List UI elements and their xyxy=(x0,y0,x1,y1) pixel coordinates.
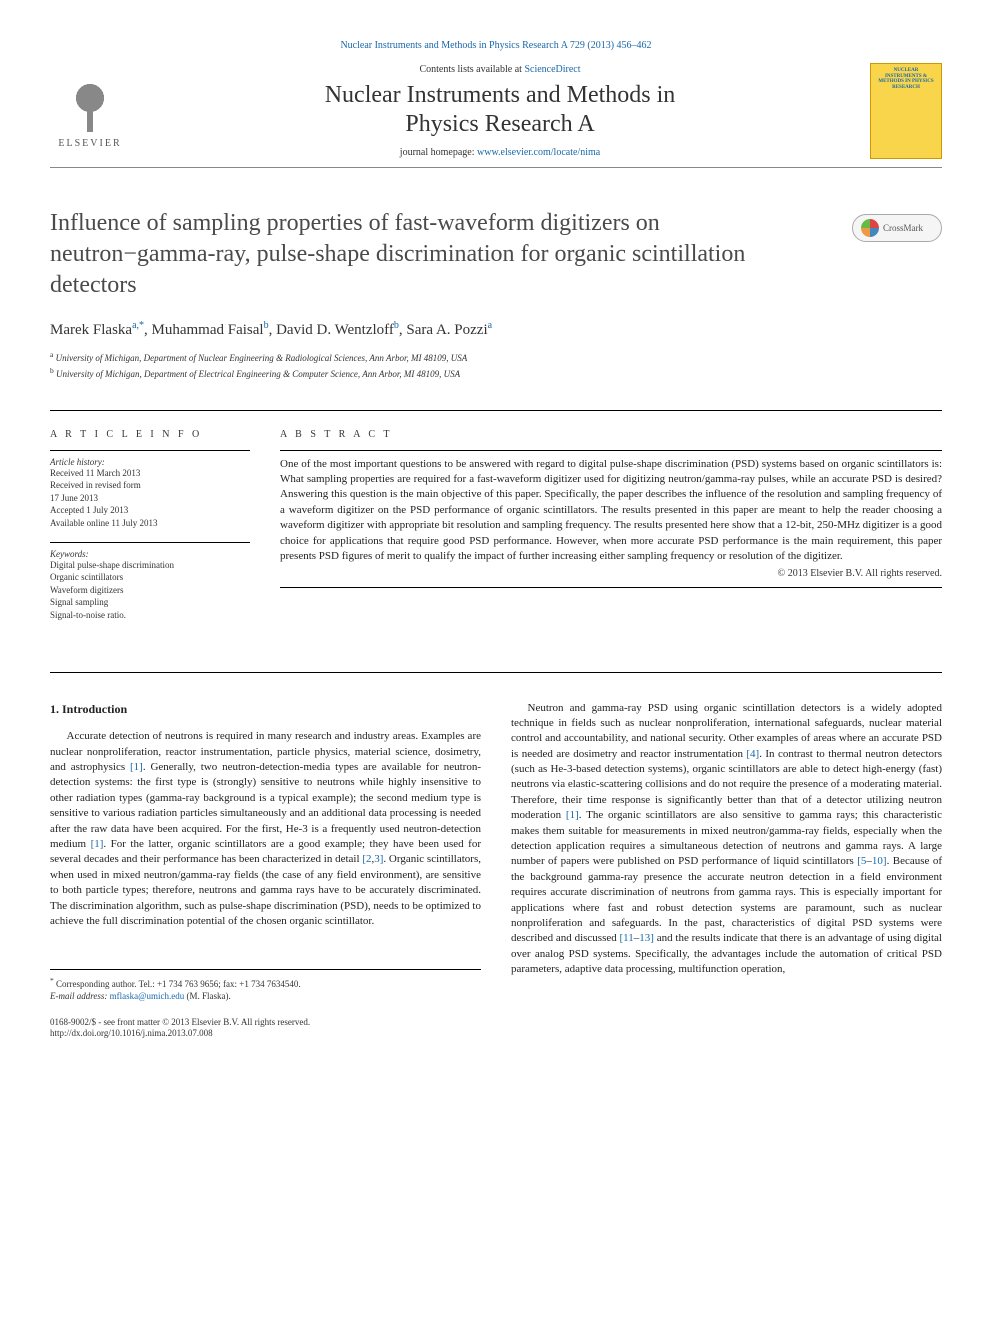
crossmark-label: CrossMark xyxy=(883,223,923,233)
article-info-block: A R T I C L E I N F O Article history: R… xyxy=(50,429,250,622)
contents-list-line: Contents lists available at ScienceDirec… xyxy=(130,64,870,75)
email-suffix: (M. Flaska). xyxy=(184,991,231,1001)
keyword-1: Digital pulse-shape discrimination xyxy=(50,559,250,572)
keyword-2: Organic scintillators xyxy=(50,571,250,584)
received-date: Received 11 March 2013 xyxy=(50,467,250,480)
journal-title-line2: Physics Research A xyxy=(405,111,594,137)
ref-4[interactable]: [4] xyxy=(746,748,759,760)
section-1-heading: 1. Introduction xyxy=(50,701,481,718)
author-1: Marek Flaska xyxy=(50,322,132,338)
abstract-heading: A B S T R A C T xyxy=(280,429,942,440)
affiliations: a University of Michigan, Department of … xyxy=(50,349,942,382)
journal-cover-thumbnail[interactable]: NUCLEAR INSTRUMENTS & METHODS IN PHYSICS… xyxy=(870,63,942,159)
ref-1[interactable]: [1] xyxy=(130,761,143,773)
ref-2[interactable]: [2 xyxy=(362,853,371,865)
abstract-text: One of the most important questions to b… xyxy=(280,457,942,565)
author-3: , David D. Wentzloff xyxy=(269,322,394,338)
ref-5[interactable]: [5 xyxy=(857,855,866,867)
ref-11[interactable]: [11 xyxy=(620,932,634,944)
header-citation[interactable]: Nuclear Instruments and Methods in Physi… xyxy=(50,40,942,51)
p1-text-b: . Generally, two neutron-detection-media… xyxy=(50,761,481,850)
affiliation-b-text: University of Michigan, Department of El… xyxy=(56,369,460,379)
author-4-aff[interactable]: a xyxy=(488,320,492,331)
revised-date-1: Received in revised form xyxy=(50,479,250,492)
left-column: 1. Introduction Accurate detection of ne… xyxy=(50,701,481,1041)
crossmark-icon xyxy=(861,219,879,237)
affiliation-b: b University of Michigan, Department of … xyxy=(50,365,942,382)
body-columns: 1. Introduction Accurate detection of ne… xyxy=(50,672,942,1041)
corresponding-author-note: * Corresponding author. Tel.: +1 734 763… xyxy=(50,976,481,991)
journal-title-line1: Nuclear Instruments and Methods in xyxy=(325,82,676,108)
ref-13[interactable]: 13] xyxy=(639,932,654,944)
intro-paragraph-2: Neutron and gamma-ray PSD using organic … xyxy=(511,701,942,978)
author-list: Marek Flaskaa,*, Muhammad Faisalb, David… xyxy=(50,320,942,339)
issn-line: 0168-9002/$ - see front matter © 2013 El… xyxy=(50,1017,481,1029)
homepage-line: journal homepage: www.elsevier.com/locat… xyxy=(130,147,870,158)
elsevier-tree-icon xyxy=(60,74,120,134)
article-title: Influence of sampling properties of fast… xyxy=(50,208,942,302)
elsevier-logo[interactable]: ELSEVIER xyxy=(50,66,130,156)
right-column: Neutron and gamma-ray PSD using organic … xyxy=(511,701,942,1041)
online-date: Available online 11 July 2013 xyxy=(50,517,250,530)
accepted-date: Accepted 1 July 2013 xyxy=(50,504,250,517)
divider xyxy=(280,587,942,588)
divider xyxy=(50,542,250,543)
revised-date-2: 17 June 2013 xyxy=(50,492,250,505)
corr-text: Corresponding author. Tel.: +1 734 763 9… xyxy=(56,979,301,989)
ref-1b[interactable]: [1] xyxy=(91,838,104,850)
homepage-link[interactable]: www.elsevier.com/locate/nima xyxy=(477,147,600,158)
intro-paragraph-1: Accurate detection of neutrons is requir… xyxy=(50,729,481,929)
affiliation-a-text: University of Michigan, Department of Nu… xyxy=(56,353,468,363)
keyword-4: Signal sampling xyxy=(50,596,250,609)
contents-prefix: Contents lists available at xyxy=(419,64,524,75)
ref-1c[interactable]: [1] xyxy=(566,809,579,821)
author-4: , Sara A. Pozzi xyxy=(399,322,488,338)
journal-banner: ELSEVIER Contents lists available at Sci… xyxy=(50,63,942,168)
article-info-heading: A R T I C L E I N F O xyxy=(50,429,250,440)
sciencedirect-link[interactable]: ScienceDirect xyxy=(524,64,580,75)
abstract-block: A B S T R A C T One of the most importan… xyxy=(280,429,942,622)
homepage-prefix: journal homepage: xyxy=(400,147,477,158)
ref-10[interactable]: 10] xyxy=(872,855,887,867)
email-link[interactable]: mflaska@umich.edu xyxy=(110,991,185,1001)
doi-line[interactable]: http://dx.doi.org/10.1016/j.nima.2013.07… xyxy=(50,1028,481,1040)
abstract-copyright: © 2013 Elsevier B.V. All rights reserved… xyxy=(280,568,942,579)
keywords-label: Keywords: xyxy=(50,549,250,559)
journal-title: Nuclear Instruments and Methods in Physi… xyxy=(130,81,870,139)
history-label: Article history: xyxy=(50,457,250,467)
email-line: E-mail address: mflaska@umich.edu (M. Fl… xyxy=(50,991,481,1003)
crossmark-badge[interactable]: CrossMark xyxy=(852,214,942,242)
elsevier-label: ELSEVIER xyxy=(58,138,121,149)
cover-text: NUCLEAR INSTRUMENTS & METHODS IN PHYSICS… xyxy=(875,68,937,90)
email-label: E-mail address: xyxy=(50,991,110,1001)
author-2: , Muhammad Faisal xyxy=(144,322,264,338)
affiliation-a: a University of Michigan, Department of … xyxy=(50,349,942,366)
keyword-3: Waveform digitizers xyxy=(50,584,250,597)
author-1-aff[interactable]: a, xyxy=(132,320,139,331)
divider xyxy=(280,450,942,451)
divider xyxy=(50,450,250,451)
keyword-5: Signal-to-noise ratio. xyxy=(50,609,250,622)
